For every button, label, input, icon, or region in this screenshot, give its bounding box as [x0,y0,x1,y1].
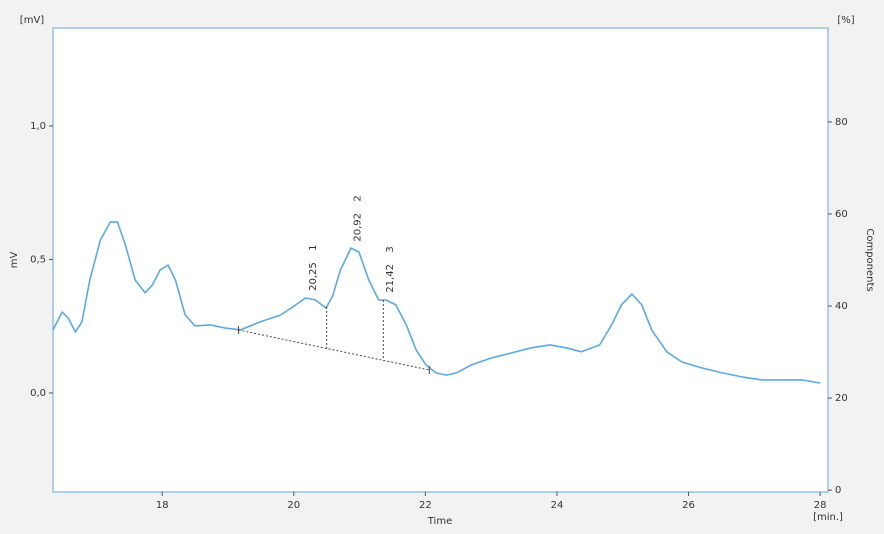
y2-tick-label: 20 [835,393,848,404]
y2-tick-label: 0 [835,485,841,496]
peak-number: 1 [308,245,319,251]
x-tick-label: 22 [419,500,432,511]
y-tick-label: 1,0 [30,121,46,132]
plot-area [52,27,829,493]
y-axis-title: mV [9,252,20,269]
peak-label: 21,42 3 [385,246,396,292]
y2-unit-label: [%] [837,15,854,26]
peak-time: 20,25 [308,262,319,291]
y-unit-label: [mV] [20,15,44,26]
y2-axis-title: Components [864,228,875,291]
peak-label: 20,25 1 [308,245,319,291]
y2-tick-label: 40 [835,301,848,312]
x-tick-label: 28 [814,500,827,511]
x-tick-label: 24 [551,500,564,511]
x-tick-label: 26 [682,500,695,511]
x-tick-label: 18 [156,500,169,511]
peak-number: 2 [352,195,363,201]
x-unit-label: [min.] [813,512,843,523]
peak-time: 20,92 [352,213,363,242]
y-tick-label: 0,0 [30,388,46,399]
y-tick-label: 0,5 [30,254,46,265]
trace-line [52,221,821,384]
peak-number: 3 [385,246,396,252]
integration-baseline [238,329,430,371]
peak-label: 20,92 2 [352,195,363,241]
y2-tick-label: 80 [835,117,848,128]
peak-time: 21,42 [385,264,396,293]
x-tick-label: 20 [287,500,300,511]
x-axis-title: Time [427,516,452,527]
y2-tick-label: 60 [835,209,848,220]
